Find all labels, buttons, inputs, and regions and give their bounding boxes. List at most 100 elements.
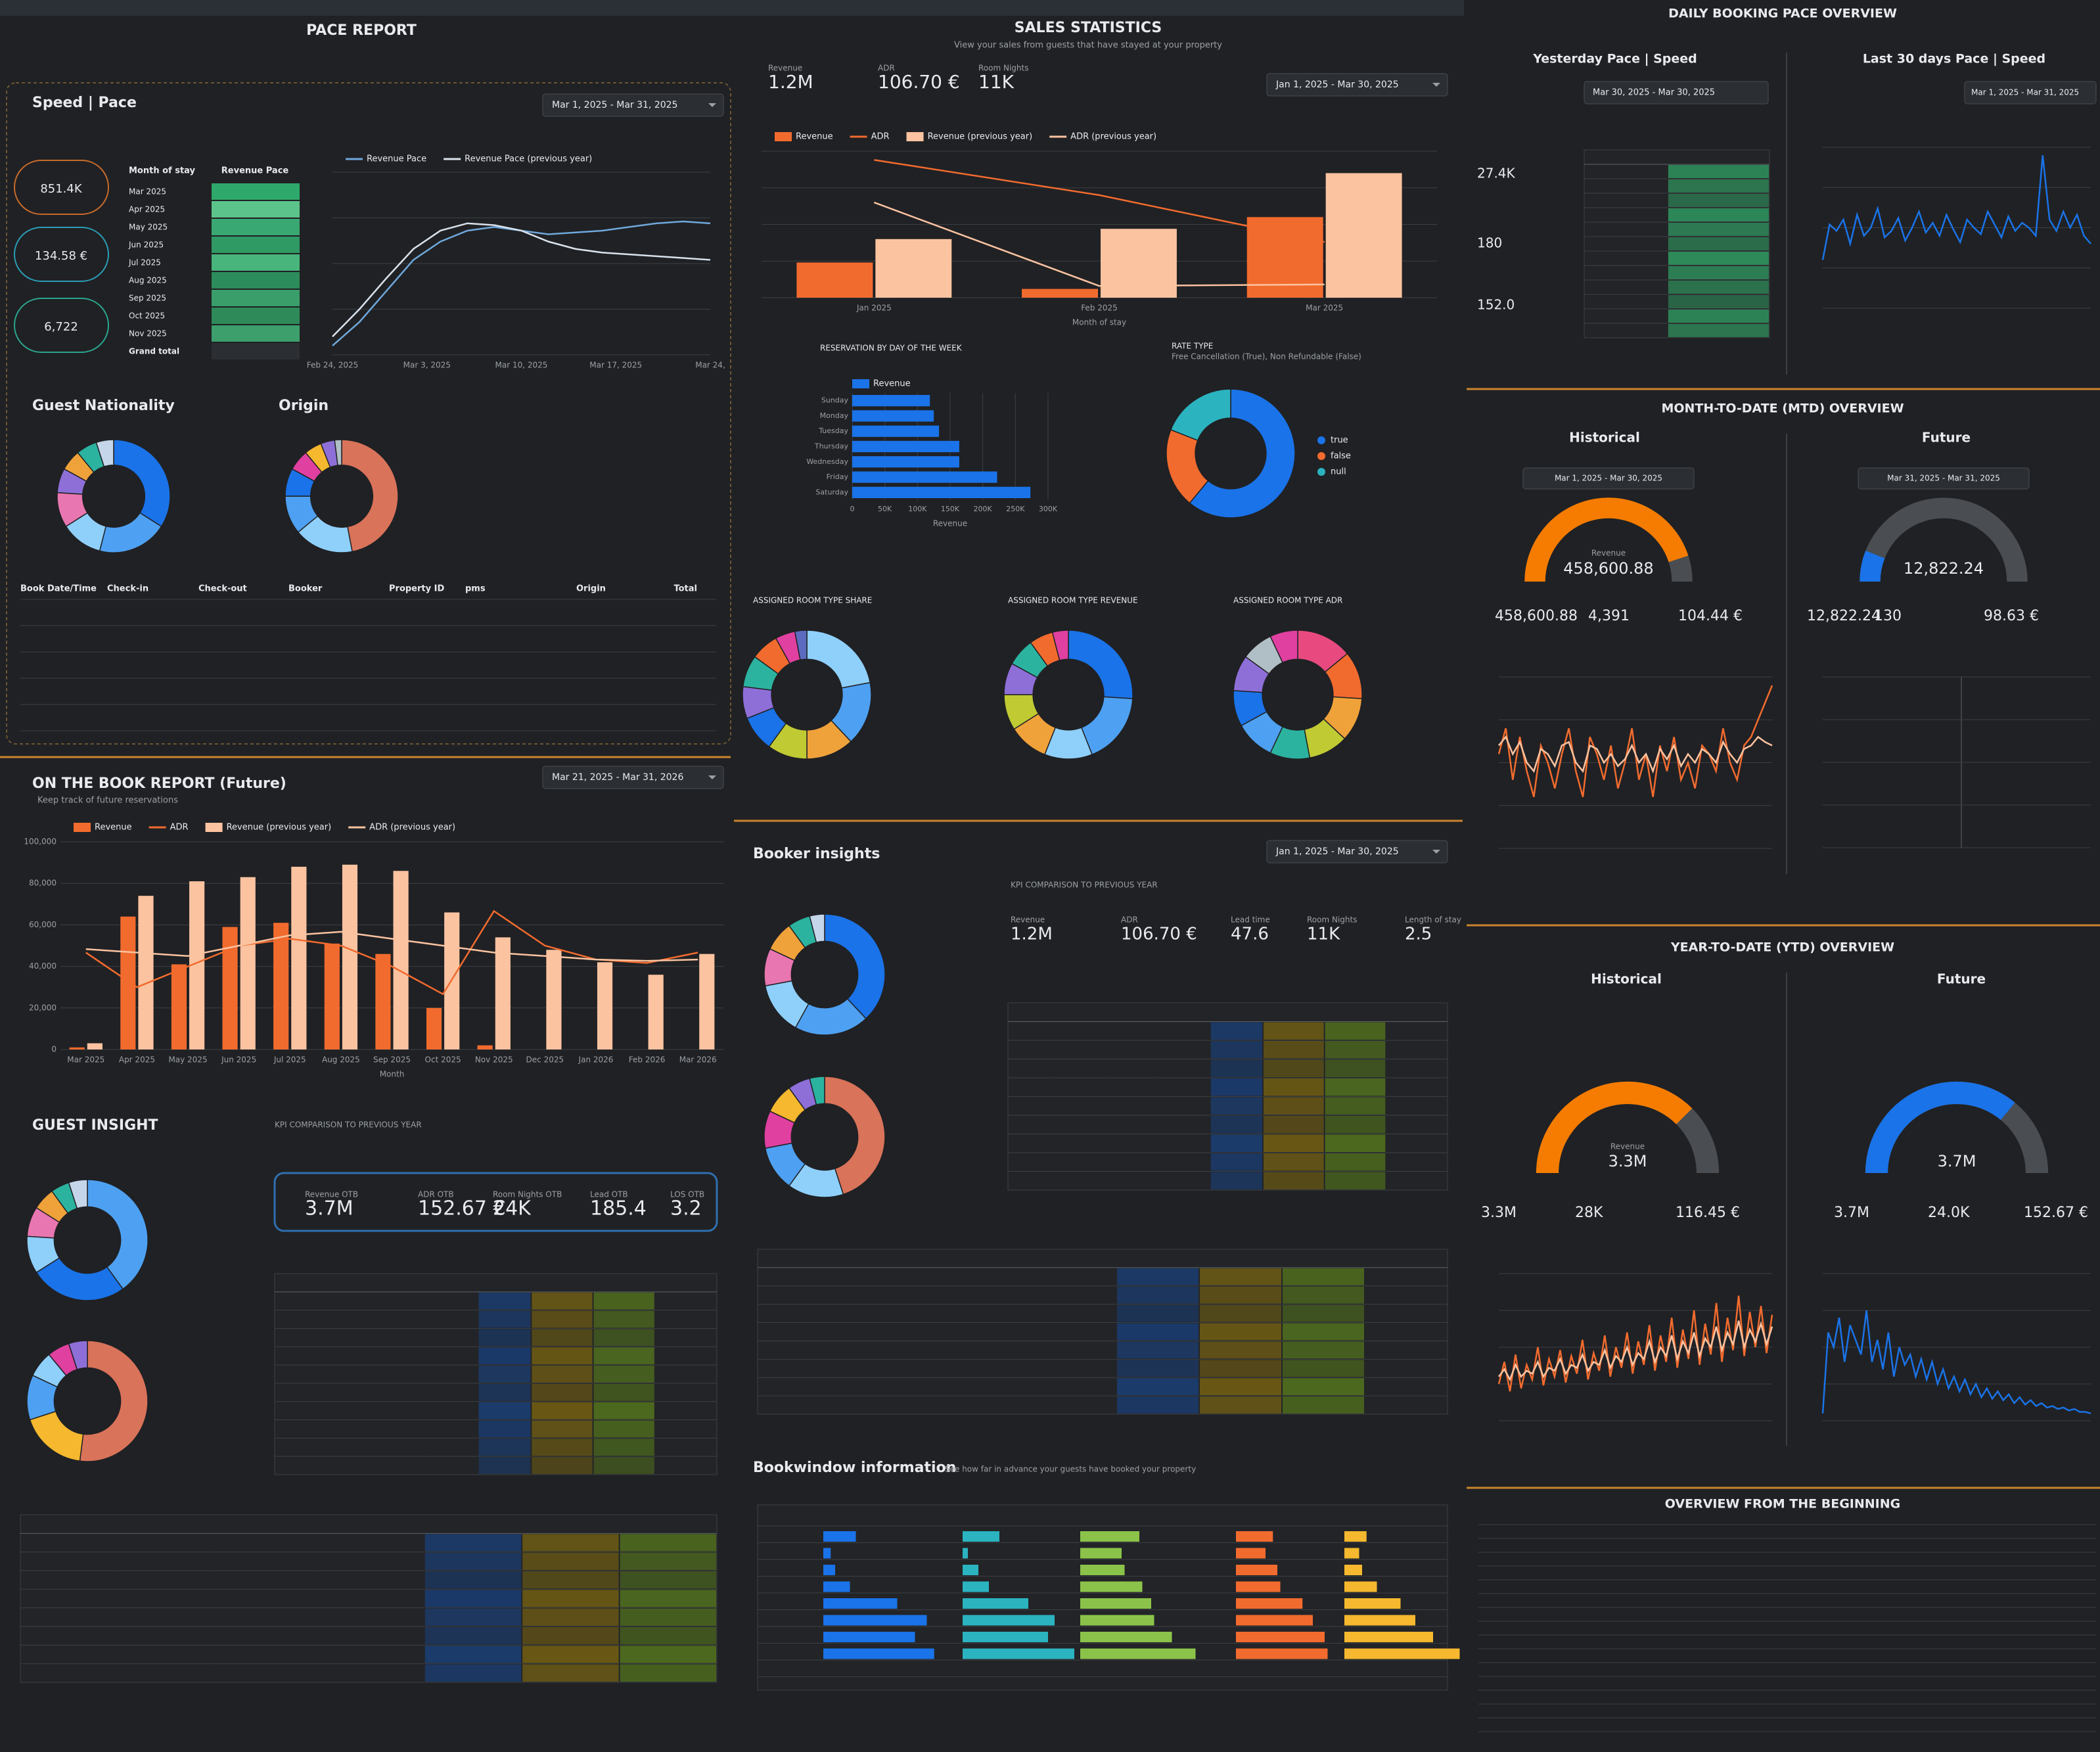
subtitle: Keep track of future reservations — [37, 796, 178, 806]
bar — [546, 950, 562, 1049]
legend-swatch — [205, 823, 223, 832]
donut-slice — [95, 439, 114, 467]
table-row-label: Apr 2025 — [129, 205, 165, 214]
line-series — [85, 931, 698, 962]
table-cell — [522, 1552, 619, 1570]
legend-label: Revenue (previous year) — [928, 132, 1033, 142]
kpi-value: 134.58 € — [35, 249, 87, 263]
table-cell — [1325, 1172, 1386, 1189]
date-picker — [542, 93, 724, 117]
bar — [120, 916, 136, 1049]
table-cell — [532, 1457, 593, 1474]
kpi-label: LOS OTB — [670, 1190, 704, 1199]
table-cell — [1117, 1286, 1198, 1304]
section-title: GUEST INSIGHT — [32, 1117, 158, 1134]
panel-title: Speed | Pace — [32, 95, 137, 111]
table-cell — [212, 237, 300, 253]
donut-slice — [79, 1340, 148, 1462]
subtitle: Free Cancellation (True), Non Refundable… — [1172, 352, 1361, 361]
table-cell — [1200, 1304, 1281, 1322]
top-bar — [0, 0, 1464, 16]
table-cell — [1283, 1360, 1364, 1377]
bar — [1344, 1615, 1415, 1626]
date-picker — [1964, 81, 2097, 104]
legend-swatch — [775, 132, 792, 141]
date-picker — [1266, 73, 1448, 97]
y-tick-label: 40,000 — [29, 961, 57, 971]
table-cell — [1117, 1323, 1198, 1341]
table-cell — [424, 1534, 522, 1552]
bar — [1080, 1531, 1139, 1542]
table-cell — [478, 1292, 531, 1310]
bar — [963, 1648, 1074, 1659]
kpi-label: Lead OTB — [590, 1190, 628, 1199]
axis-title: Month — [380, 1070, 405, 1079]
table-cell — [212, 290, 300, 306]
gauge-track — [1860, 497, 2028, 582]
bar — [138, 896, 154, 1049]
bar — [477, 1045, 493, 1049]
x-tick-label: Mar 24, — [695, 361, 725, 370]
table-cell — [1210, 1116, 1263, 1134]
x-tick-label: Mar 10, 2025 — [495, 361, 548, 370]
table-cell — [1210, 1172, 1263, 1189]
table-cell — [1210, 1134, 1263, 1152]
table-cell — [620, 1552, 716, 1570]
kpi-value: 24K — [493, 1197, 532, 1220]
x-tick-label: Mar 17, 2025 — [589, 361, 642, 370]
table-cell — [478, 1420, 531, 1438]
table-cell — [593, 1383, 654, 1401]
gauge-fill — [1536, 1081, 1693, 1174]
bar — [240, 877, 256, 1049]
table-cell — [1264, 1134, 1324, 1152]
kpi-label: ADR — [1121, 915, 1138, 925]
table-cell — [620, 1664, 716, 1682]
bar — [852, 456, 959, 468]
table-cell — [478, 1439, 531, 1456]
kpi-value: 130 — [1874, 608, 1902, 624]
bar — [171, 964, 187, 1049]
table-cell — [532, 1383, 593, 1401]
section-title: PACE REPORT — [306, 22, 417, 39]
y-tick-label: Thursday — [814, 442, 849, 451]
x-tick-label: Mar 2025 — [67, 1055, 104, 1065]
table-cell — [593, 1402, 654, 1419]
table-cell — [212, 325, 300, 342]
legend-label: ADR (previous year) — [1070, 132, 1156, 142]
legend-swatch — [852, 379, 869, 388]
bar — [342, 864, 358, 1049]
table-cell — [478, 1329, 531, 1347]
table-cell — [1264, 1172, 1324, 1189]
table-cell — [1117, 1341, 1198, 1359]
kpi-value: 11K — [978, 71, 1015, 93]
donut-slice — [341, 439, 399, 553]
table-cell — [1264, 1059, 1324, 1077]
bar — [852, 486, 1031, 498]
table-cell — [1200, 1286, 1281, 1304]
y-tick-label: Saturday — [815, 488, 848, 496]
bar — [648, 975, 664, 1049]
y-tick-label: 20,000 — [29, 1003, 57, 1012]
bar — [1236, 1632, 1325, 1642]
date-range: Mar 1, 2025 - Mar 30, 2025 — [1555, 474, 1662, 483]
table-cell — [1325, 1041, 1386, 1059]
table-cell — [522, 1627, 619, 1645]
table-cell — [1283, 1304, 1364, 1322]
kpi-oval — [14, 160, 109, 215]
table-cell — [424, 1627, 522, 1645]
table-row-label: Oct 2025 — [129, 311, 165, 321]
date-range: Mar 30, 2025 - Mar 30, 2025 — [1593, 88, 1715, 98]
dropdown-arrow — [1432, 850, 1440, 854]
chart-title: ASSIGNED ROOM TYPE SHARE — [753, 596, 872, 605]
legend-label: Revenue Pace (previous year) — [465, 154, 592, 164]
kpi-label: ADR — [878, 64, 895, 73]
table-cell — [1117, 1268, 1198, 1285]
x-tick-label: 200K — [974, 505, 993, 513]
bar — [1344, 1548, 1359, 1559]
gauge-value: 3.7M — [1938, 1152, 1976, 1170]
table-header: Month of stay — [129, 166, 196, 176]
table-cell — [532, 1292, 593, 1310]
table-header: Check-in — [107, 584, 148, 594]
y-tick-label: 60,000 — [29, 920, 57, 929]
y-tick-label: 100,000 — [24, 837, 57, 846]
